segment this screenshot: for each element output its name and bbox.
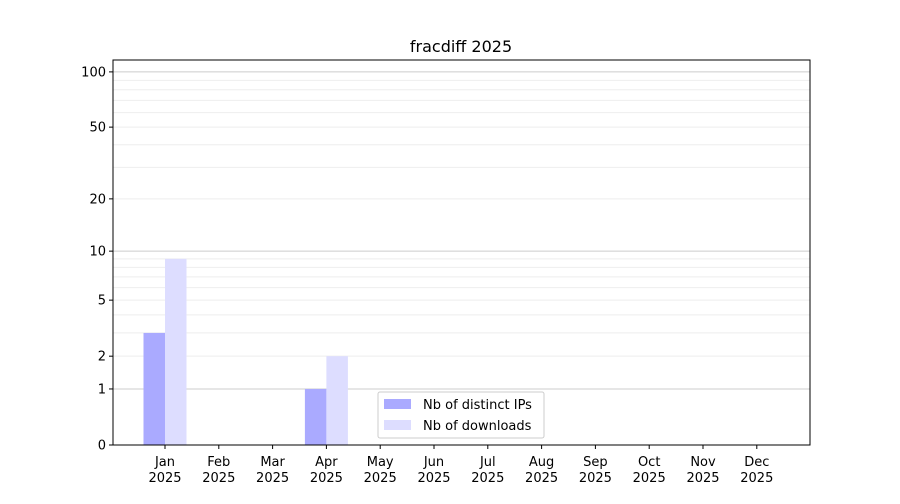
x-tick-label-jul: Jul xyxy=(479,455,496,470)
x-tick-year-label: 2025 xyxy=(633,471,666,486)
legend-label-downloads: Nb of downloads xyxy=(423,419,532,434)
bar-distinct-ips-apr xyxy=(304,388,327,445)
x-tick-year-label: 2025 xyxy=(579,471,612,486)
bars xyxy=(143,258,348,445)
x-tick-year-label: 2025 xyxy=(740,471,773,486)
bar-distinct-ips-jan xyxy=(143,332,165,445)
legend-box xyxy=(377,391,545,439)
y-axis: 0 1 2 5 10 20 50 100 xyxy=(81,65,113,454)
y-tick-label: 2 xyxy=(98,350,106,365)
y-tick-label: 10 xyxy=(89,245,106,260)
x-tick-year-label: 2025 xyxy=(525,471,558,486)
x-tick-year-label: 2025 xyxy=(364,471,397,486)
x-tick-year-label: 2025 xyxy=(471,471,504,486)
bar-downloads-apr xyxy=(326,356,348,445)
x-tick-label-dec: Dec xyxy=(744,455,769,470)
x-tick-year-label: 2025 xyxy=(417,471,450,486)
bar-downloads-jan xyxy=(165,258,187,445)
x-tick-label-aug: Aug xyxy=(529,455,554,470)
legend-swatch-downloads xyxy=(384,420,411,430)
x-tick-year-label: 2025 xyxy=(202,471,235,486)
x-tick-year-label: 2025 xyxy=(148,471,181,486)
x-tick-label-may: May xyxy=(367,455,394,470)
y-tick-label: 50 xyxy=(89,121,106,136)
y-tick-label: 100 xyxy=(81,65,106,80)
x-tick-label-apr: Apr xyxy=(315,455,338,470)
x-tick-year-label: 2025 xyxy=(686,471,719,486)
grid xyxy=(113,71,810,390)
x-tick-year-label: 2025 xyxy=(256,471,289,486)
y-tick-label: 1 xyxy=(98,382,106,397)
chart-title: fracdiff 2025 xyxy=(410,37,512,56)
x-axis: Jan2025Feb2025Mar2025Apr2025May2025Jun20… xyxy=(148,445,773,486)
x-tick-label-feb: Feb xyxy=(207,455,230,470)
y-tick-label: 0 xyxy=(98,439,106,454)
legend-swatch-distinct-ips xyxy=(384,399,411,409)
x-tick-label-nov: Nov xyxy=(690,455,716,470)
x-tick-label-oct: Oct xyxy=(638,455,660,470)
x-tick-label-jun: Jun xyxy=(423,455,444,470)
plot-frame xyxy=(112,59,811,446)
x-tick-label-sep: Sep xyxy=(583,455,608,470)
legend: Nb of distinct IPs Nb of downloads xyxy=(377,391,545,439)
y-tick-label: 5 xyxy=(98,294,106,309)
y-tick-label: 20 xyxy=(89,192,106,207)
x-tick-year-label: 2025 xyxy=(310,471,343,486)
legend-label-distinct-ips: Nb of distinct IPs xyxy=(423,398,532,413)
x-tick-label-jan: Jan xyxy=(154,455,175,470)
x-tick-label-mar: Mar xyxy=(260,455,285,470)
